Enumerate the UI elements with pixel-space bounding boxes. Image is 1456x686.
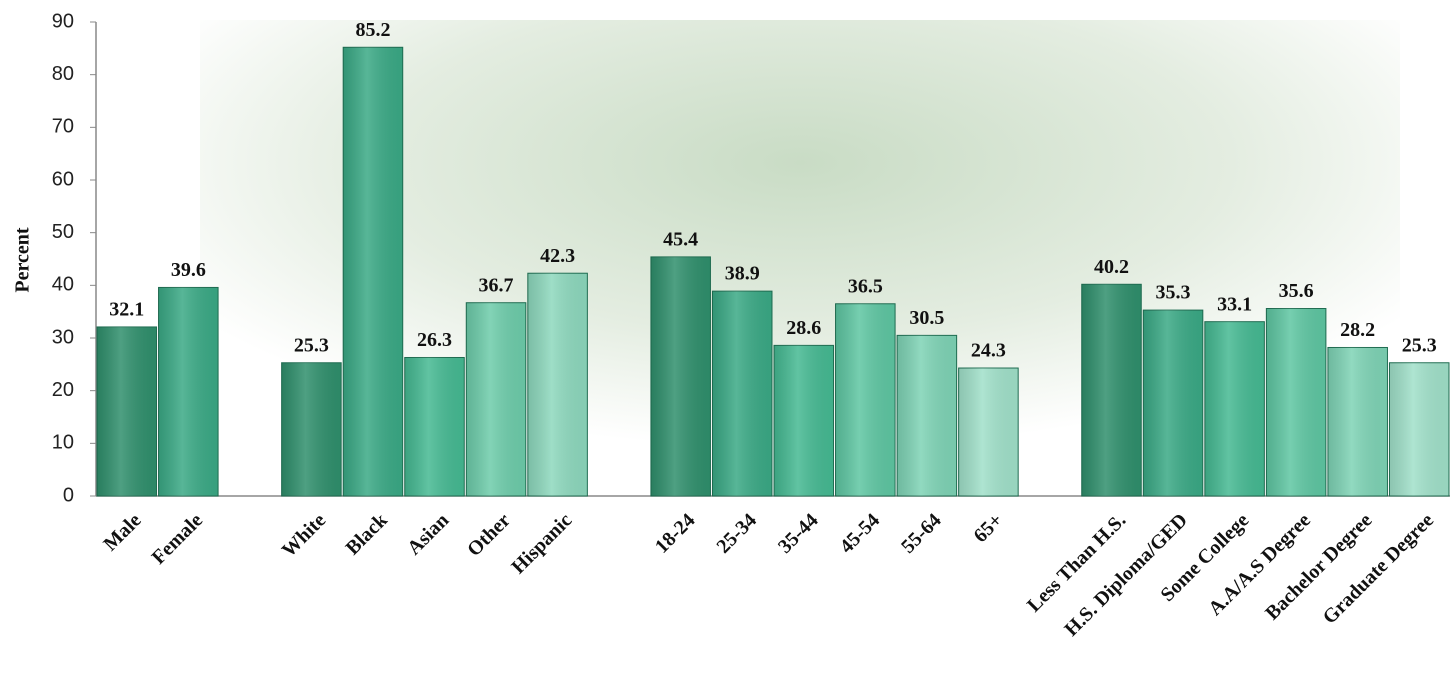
- value-label: 42.3: [540, 245, 575, 267]
- x-tick-label: 45-54: [836, 509, 885, 558]
- value-label: 39.6: [171, 259, 206, 281]
- bar-shine: [97, 326, 157, 496]
- bar-shine: [650, 256, 711, 496]
- x-tick-label: 35-44: [774, 509, 823, 558]
- bar-shine: [1389, 362, 1449, 496]
- x-tick-label: Other: [463, 509, 515, 561]
- bar-shine: [897, 335, 957, 496]
- y-tick-label: 0: [63, 484, 74, 506]
- bar-shine: [958, 368, 1019, 496]
- bar-shine: [466, 302, 526, 496]
- value-label: 32.1: [109, 299, 144, 321]
- value-label: 28.2: [1340, 319, 1375, 341]
- x-tick-label: 65+: [969, 509, 1007, 547]
- x-tick-label: White: [278, 509, 331, 562]
- y-tick-label: 60: [52, 168, 74, 190]
- value-label: 25.3: [294, 334, 329, 356]
- y-tick-label: 50: [52, 221, 74, 243]
- value-label: 45.4: [663, 228, 698, 250]
- x-tick-label: Bachelor Degree: [1261, 509, 1376, 624]
- x-tick-label: Graduate Degree: [1319, 509, 1438, 628]
- x-tick-label: 18-24: [651, 509, 700, 558]
- x-tick-label: Female: [148, 509, 208, 569]
- x-tick-label: Asian: [403, 509, 453, 559]
- value-label: 38.9: [725, 263, 760, 285]
- value-label: 25.3: [1402, 334, 1437, 356]
- value-label: 30.5: [909, 307, 944, 329]
- y-tick-label: 70: [52, 116, 74, 138]
- value-label: 35.3: [1156, 282, 1191, 304]
- x-tick-label: Male: [99, 509, 145, 555]
- value-label: 24.3: [971, 340, 1006, 362]
- y-tick-label: 10: [52, 432, 74, 454]
- y-tick-label: 30: [52, 326, 74, 348]
- value-label: 40.2: [1094, 256, 1129, 278]
- bar-shine: [774, 345, 834, 496]
- value-label: 36.7: [479, 274, 514, 296]
- x-tick-label: 25-34: [712, 509, 761, 558]
- bar-shine: [158, 287, 219, 496]
- value-label: 35.6: [1279, 280, 1314, 302]
- y-axis-label: Percent: [12, 227, 34, 292]
- value-label: 26.3: [417, 329, 452, 351]
- bar-shine: [712, 291, 772, 496]
- bar-shine: [1081, 284, 1142, 496]
- y-tick-label: 40: [52, 274, 74, 296]
- bar-shine: [1266, 308, 1326, 496]
- bar-shine: [1327, 347, 1388, 496]
- bar-shine: [1204, 321, 1265, 496]
- x-tick-label: 55-64: [897, 509, 946, 558]
- bar-shine: [281, 362, 342, 496]
- bar-shine: [1143, 310, 1203, 496]
- value-label: 28.6: [786, 317, 821, 339]
- bar-shine: [527, 273, 588, 496]
- bar-shine: [835, 303, 896, 496]
- value-label: 85.2: [355, 19, 390, 41]
- value-label: 36.5: [848, 275, 883, 297]
- y-tick-label: 20: [52, 379, 74, 401]
- x-tick-label: Hispanic: [507, 509, 576, 578]
- bar-shine: [343, 47, 403, 496]
- value-label: 33.1: [1217, 293, 1252, 315]
- x-tick-label: Black: [342, 509, 393, 560]
- bar-shine: [404, 357, 465, 496]
- y-tick-label: 80: [52, 63, 74, 85]
- y-tick-label: 90: [52, 10, 74, 32]
